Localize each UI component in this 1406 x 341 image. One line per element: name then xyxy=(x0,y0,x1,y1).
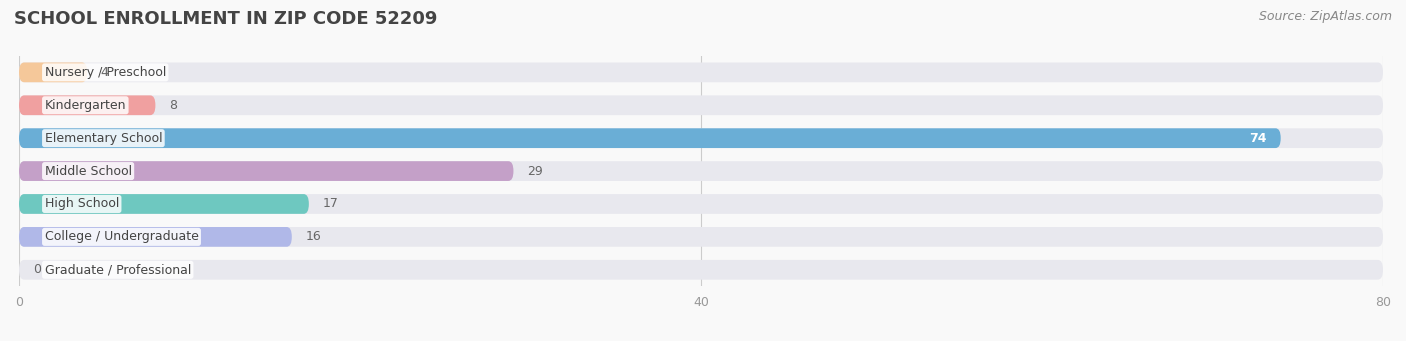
Text: Kindergarten: Kindergarten xyxy=(45,99,127,112)
Text: SCHOOL ENROLLMENT IN ZIP CODE 52209: SCHOOL ENROLLMENT IN ZIP CODE 52209 xyxy=(14,10,437,28)
Text: Nursery / Preschool: Nursery / Preschool xyxy=(45,66,166,79)
FancyBboxPatch shape xyxy=(20,95,1384,115)
Text: College / Undergraduate: College / Undergraduate xyxy=(45,231,198,243)
Text: 17: 17 xyxy=(322,197,339,210)
Text: 16: 16 xyxy=(305,231,321,243)
FancyBboxPatch shape xyxy=(20,161,513,181)
FancyBboxPatch shape xyxy=(20,227,1384,247)
Text: 29: 29 xyxy=(527,165,543,178)
Text: 0: 0 xyxy=(32,263,41,276)
FancyBboxPatch shape xyxy=(20,62,87,82)
FancyBboxPatch shape xyxy=(20,161,1384,181)
FancyBboxPatch shape xyxy=(20,128,1384,148)
Text: 74: 74 xyxy=(1250,132,1267,145)
FancyBboxPatch shape xyxy=(20,194,1384,214)
FancyBboxPatch shape xyxy=(20,62,1384,82)
FancyBboxPatch shape xyxy=(20,227,292,247)
FancyBboxPatch shape xyxy=(20,194,309,214)
Text: Elementary School: Elementary School xyxy=(45,132,162,145)
Text: Graduate / Professional: Graduate / Professional xyxy=(45,263,191,276)
Text: 4: 4 xyxy=(101,66,108,79)
Text: Middle School: Middle School xyxy=(45,165,132,178)
Text: 8: 8 xyxy=(169,99,177,112)
Text: Source: ZipAtlas.com: Source: ZipAtlas.com xyxy=(1258,10,1392,23)
Text: High School: High School xyxy=(45,197,120,210)
FancyBboxPatch shape xyxy=(20,95,156,115)
FancyBboxPatch shape xyxy=(20,128,1281,148)
FancyBboxPatch shape xyxy=(20,260,1384,280)
